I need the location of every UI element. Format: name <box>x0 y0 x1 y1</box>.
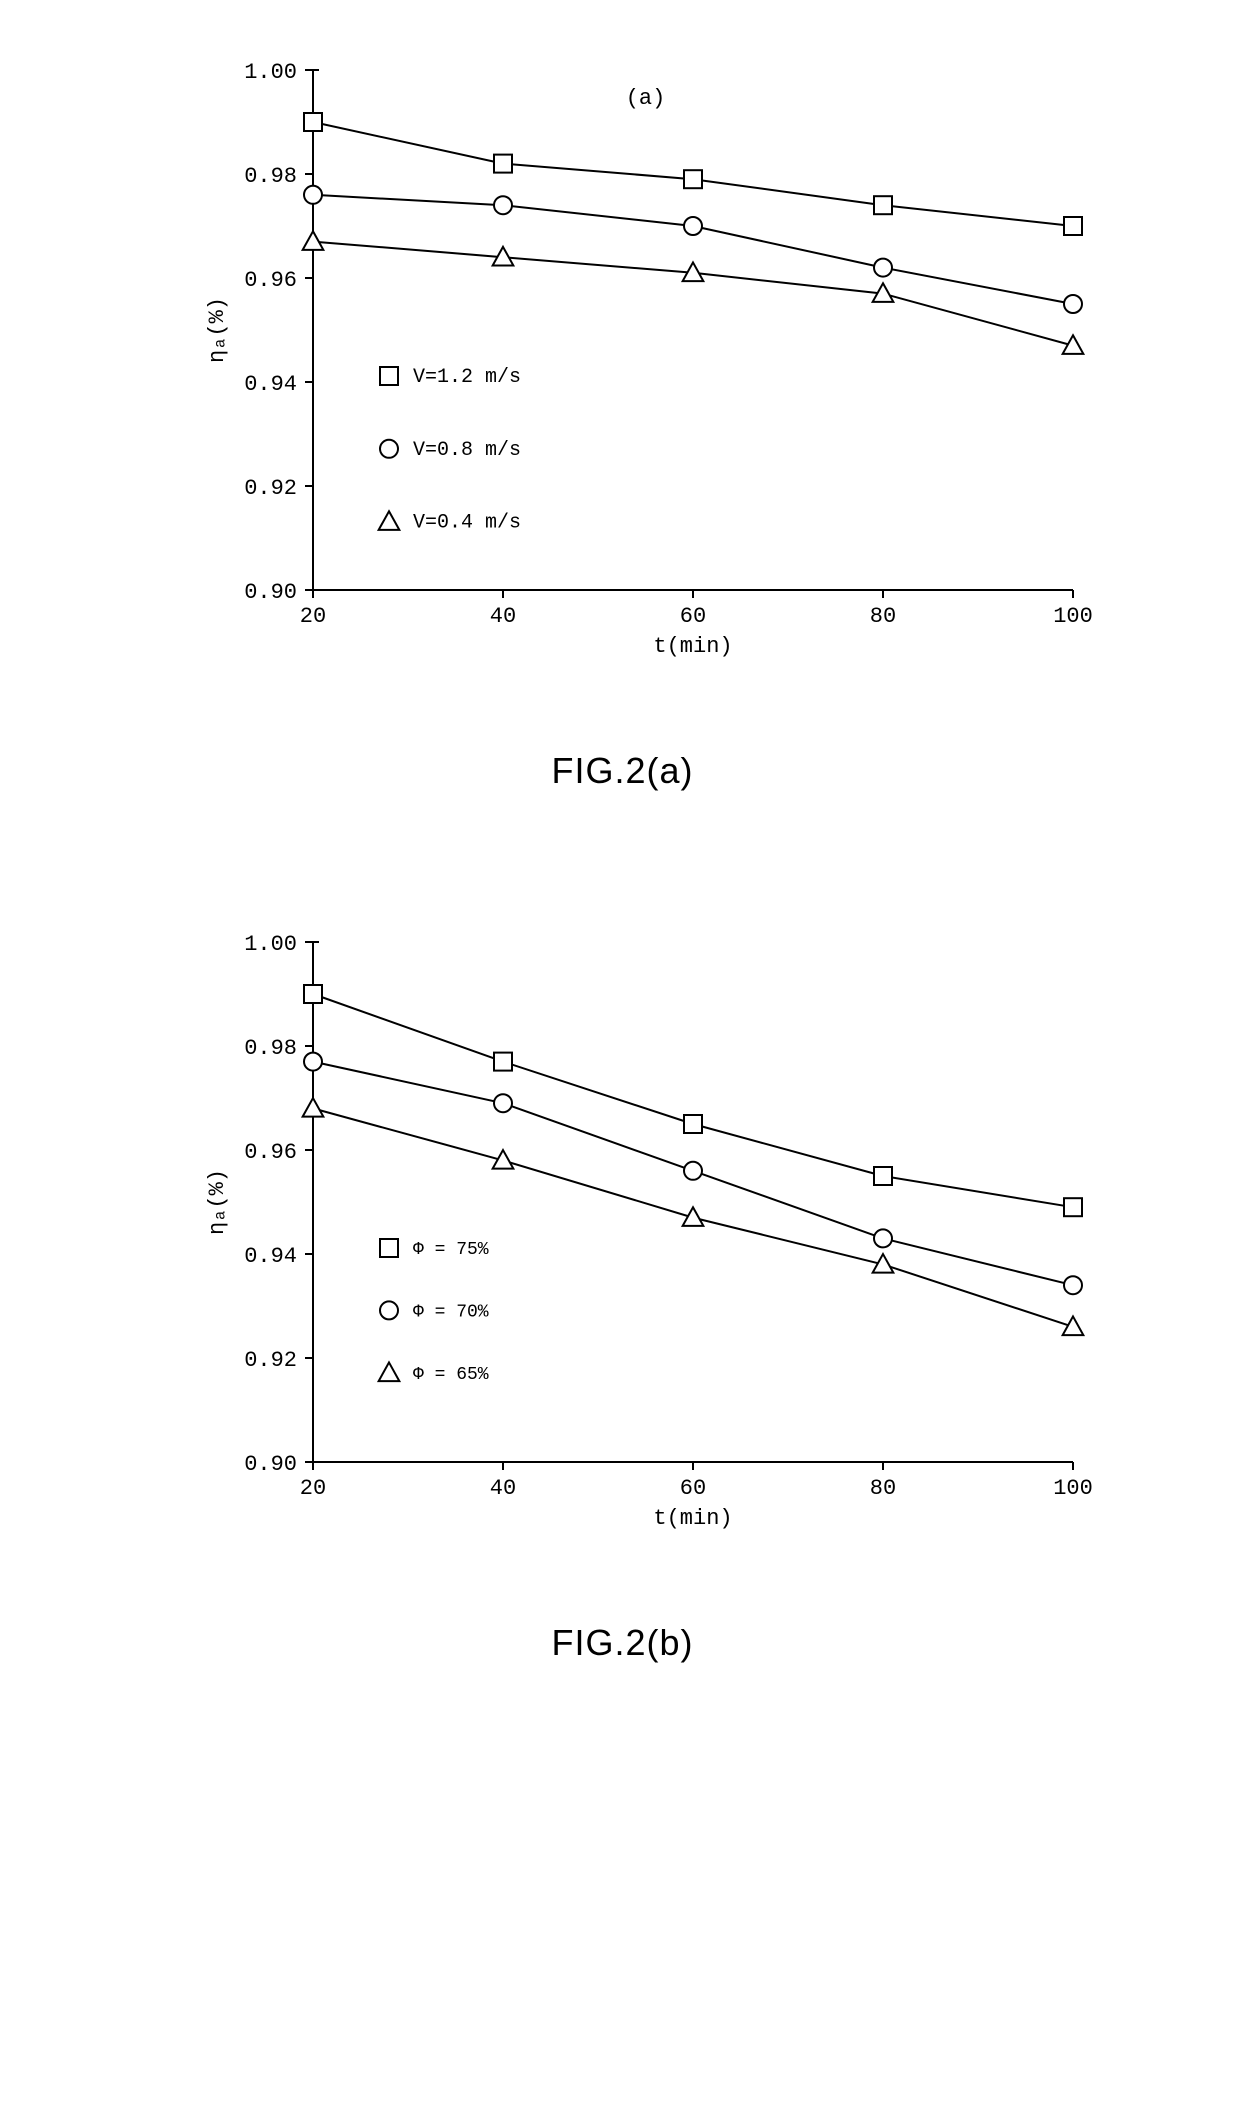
svg-text:0.90: 0.90 <box>244 1452 297 1477</box>
chart-a-container: 0.900.920.940.960.981.0020406080100t(min… <box>173 40 1073 690</box>
figure-2a-caption: FIG.2(a) <box>40 750 1205 792</box>
figure-2b: 0.90 0.92 0.94 0.96 0.98 1.00 20 40 60 80 100 t(min… <box>40 912 1205 1664</box>
svg-text:V=0.8 m/s: V=0.8 m/s <box>413 439 521 462</box>
svg-text:100: 100 <box>1053 1476 1093 1501</box>
svg-text:t(min): t(min) <box>653 1506 732 1531</box>
chart-b-svg: 0.90 0.92 0.94 0.96 0.98 1.00 20 40 60 80 100 t(min… <box>173 912 1123 1562</box>
svg-text:0.92: 0.92 <box>244 476 297 501</box>
svg-text:Φ = 75%: Φ = 75% <box>413 1240 489 1260</box>
figure-2a: 0.90 0.92 0.94 0.96 0.98 1.00 20 40 60 80 100 t(min… <box>40 40 1205 792</box>
svg-text:ηₐ(%): ηₐ(%) <box>205 297 230 363</box>
figure-2b-caption: FIG.2(b) <box>40 1622 1205 1664</box>
svg-text:V=0.4 m/s: V=0.4 m/s <box>413 512 521 535</box>
svg-text:0.92: 0.92 <box>244 1348 297 1373</box>
svg-text:Φ = 65%: Φ = 65% <box>413 1365 489 1385</box>
svg-text:Φ = 70%: Φ = 70% <box>413 1302 489 1322</box>
svg-text:(a): (a) <box>625 86 665 111</box>
svg-text:0.98: 0.98 <box>244 164 297 189</box>
svg-text:0.94: 0.94 <box>244 372 297 397</box>
svg-text:20: 20 <box>299 604 325 629</box>
svg-text:ηₐ(%): ηₐ(%) <box>205 1169 230 1235</box>
svg-text:40: 40 <box>489 1476 515 1501</box>
svg-text:60: 60 <box>679 604 705 629</box>
svg-text:t(min): t(min) <box>653 634 732 659</box>
svg-text:1.00: 1.00 <box>244 60 297 85</box>
svg-text:1.00: 1.00 <box>244 932 297 957</box>
chart-b-container: 0.900.920.940.960.981.0020406080100t(min… <box>173 912 1073 1562</box>
svg-text:40: 40 <box>489 604 515 629</box>
svg-text:100: 100 <box>1053 604 1093 629</box>
svg-text:60: 60 <box>679 1476 705 1501</box>
svg-text:0.96: 0.96 <box>244 1140 297 1165</box>
svg-text:80: 80 <box>869 1476 895 1501</box>
svg-text:80: 80 <box>869 604 895 629</box>
svg-text:0.94: 0.94 <box>244 1244 297 1269</box>
svg-text:0.90: 0.90 <box>244 580 297 605</box>
chart-a-svg: 0.90 0.92 0.94 0.96 0.98 1.00 20 40 60 80 100 t(min… <box>173 40 1123 690</box>
svg-text:0.98: 0.98 <box>244 1036 297 1061</box>
svg-text:0.96: 0.96 <box>244 268 297 293</box>
svg-text:20: 20 <box>299 1476 325 1501</box>
svg-text:V=1.2 m/s: V=1.2 m/s <box>413 366 521 389</box>
